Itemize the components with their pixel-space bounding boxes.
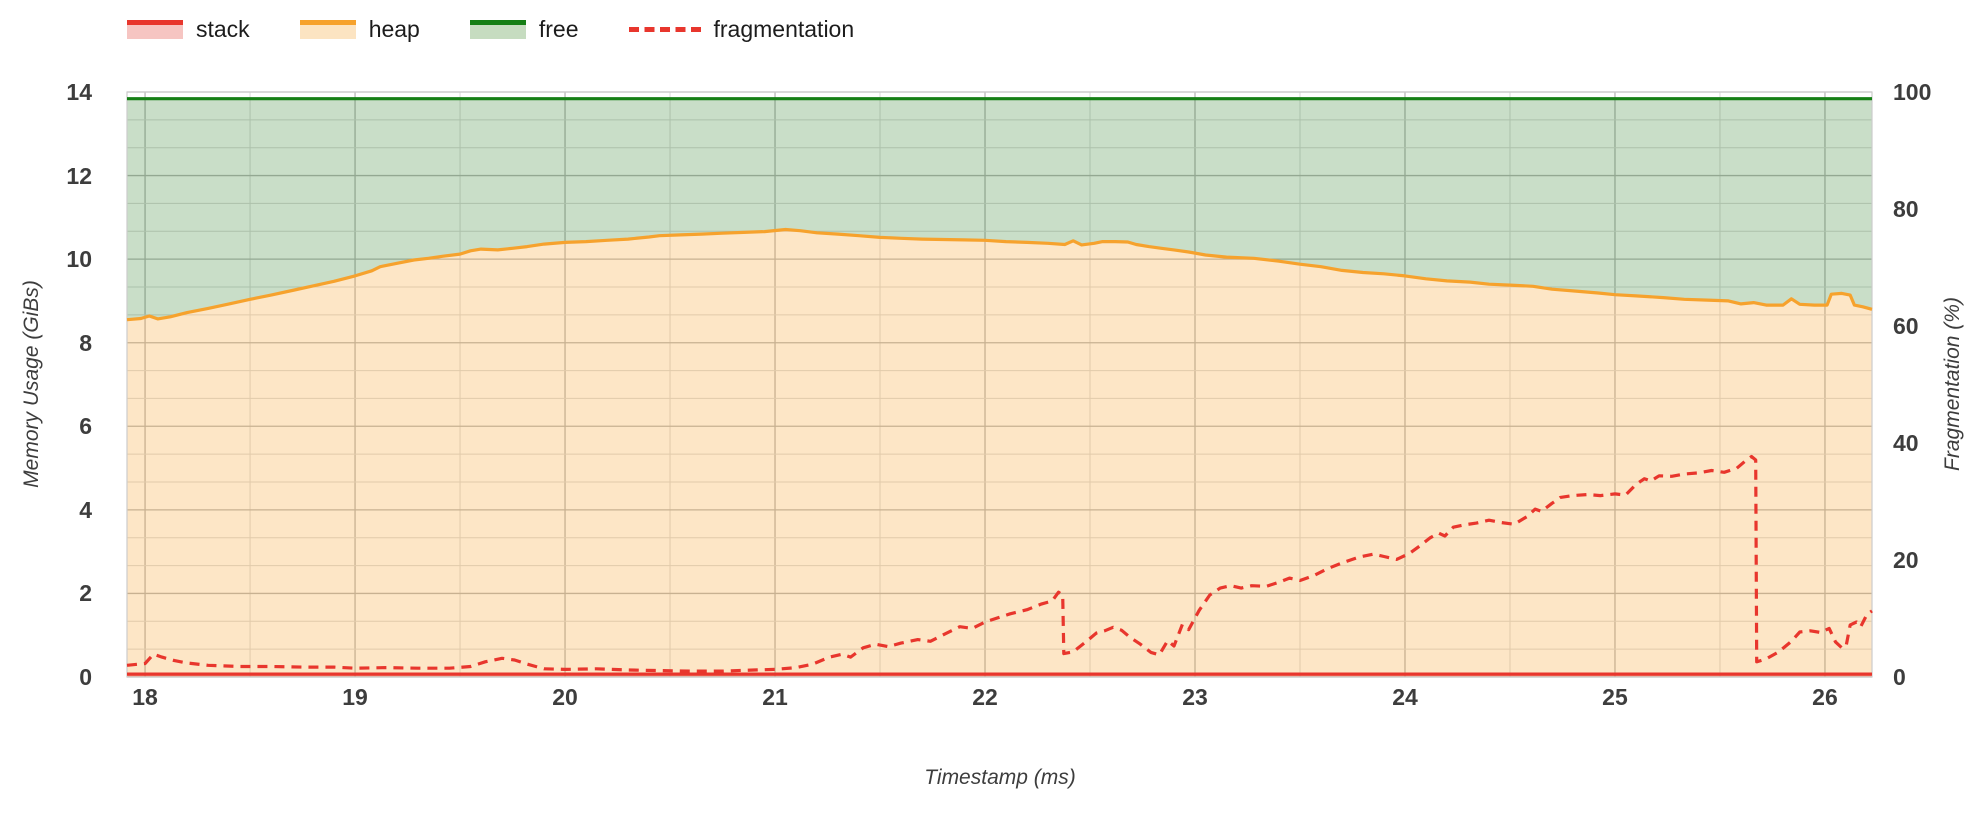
chart-legend: stack heap free fragmentation bbox=[127, 16, 854, 42]
plot-frame bbox=[126, 91, 1873, 678]
legend-item-heap: heap bbox=[299, 16, 420, 42]
y-left-tick-0: 0 bbox=[79, 664, 92, 690]
y-left-tick-2: 2 bbox=[79, 580, 92, 607]
free-area bbox=[127, 98, 1872, 320]
x-axis-title: Timestamp (ms) bbox=[924, 766, 1076, 789]
y-right-tick-40: 40 bbox=[1893, 430, 1919, 456]
x-tick-25: 25 bbox=[1602, 684, 1628, 710]
x-tick-26: 26 bbox=[1812, 684, 1838, 710]
x-tick-19: 19 bbox=[342, 684, 368, 710]
legend-item-free: free bbox=[469, 16, 579, 42]
legend-label-fragmentation: fragmentation bbox=[713, 16, 855, 42]
x-tick-22: 22 bbox=[972, 684, 998, 710]
y-left-tick-14: 14 bbox=[66, 79, 92, 105]
fragmentation-dash-icon bbox=[628, 26, 701, 32]
y-axis-title-left: Memory Usage (GiBs) bbox=[20, 280, 43, 488]
legend-label-stack: stack bbox=[196, 16, 250, 42]
y-left-tick-6: 6 bbox=[79, 413, 92, 440]
y-right-tick-80: 80 bbox=[1893, 196, 1919, 222]
y-left-tick-4: 4 bbox=[79, 496, 92, 523]
y-right-tick-100: 100 bbox=[1893, 79, 1932, 105]
y-left-tick-8: 8 bbox=[79, 329, 92, 356]
y-left-tick-12: 12 bbox=[66, 162, 92, 189]
fragmentation-line bbox=[126, 454, 1873, 673]
stack-swatch-icon bbox=[127, 19, 183, 39]
heap-area bbox=[127, 229, 1872, 677]
y-left-tick-10: 10 bbox=[66, 246, 92, 273]
y-right-tick-60: 60 bbox=[1893, 313, 1919, 339]
x-tick-24: 24 bbox=[1392, 684, 1418, 710]
x-tick-18: 18 bbox=[132, 684, 158, 710]
legend-item-stack: stack bbox=[127, 16, 250, 42]
heap-line bbox=[126, 227, 1873, 322]
free-swatch-icon bbox=[469, 19, 526, 39]
x-tick-20: 20 bbox=[552, 684, 578, 710]
x-tick-23: 23 bbox=[1182, 684, 1208, 710]
legend-item-fragmentation: fragmentation bbox=[628, 16, 855, 42]
y-right-tick-0: 0 bbox=[1893, 664, 1906, 690]
legend-label-heap: heap bbox=[368, 16, 420, 42]
heap-swatch-icon bbox=[299, 19, 356, 39]
y-right-tick-20: 20 bbox=[1893, 547, 1919, 573]
legend-label-free: free bbox=[538, 16, 579, 42]
x-tick-21: 21 bbox=[762, 684, 788, 710]
